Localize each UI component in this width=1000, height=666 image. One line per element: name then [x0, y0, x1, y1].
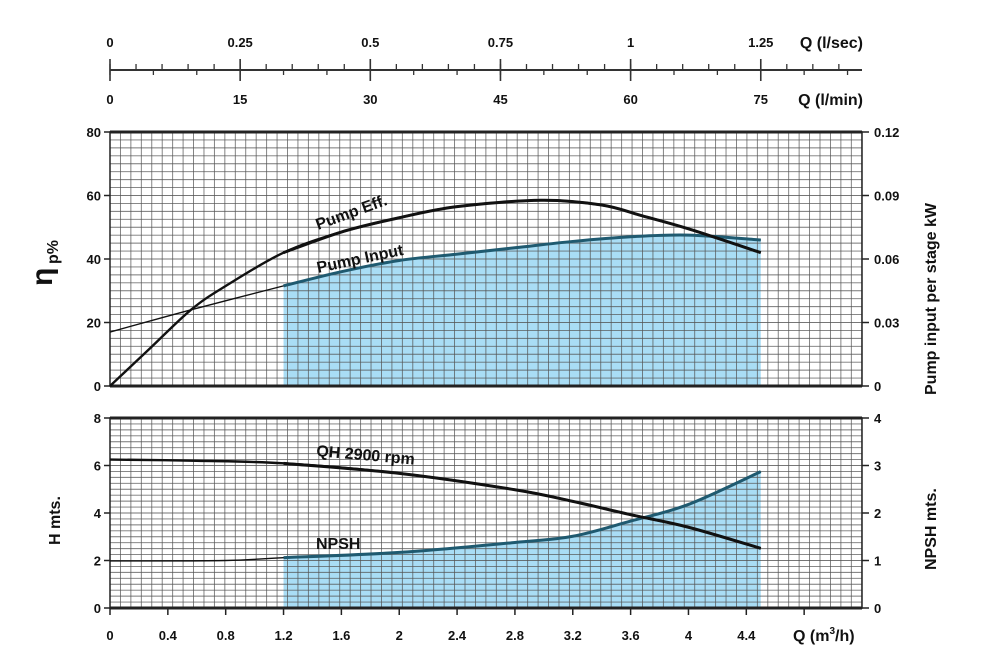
x-tick-label: 2.4 [448, 628, 467, 643]
qh-label: QH 2900 rpm [316, 443, 416, 469]
y-right-tick-label: 0 [874, 601, 881, 616]
x-tick-label: 0.8 [217, 628, 235, 643]
y-right-tick-label: 0.03 [874, 316, 899, 331]
y-left-tick-label: 8 [94, 411, 101, 426]
x-axis-title-part: Q (m [793, 628, 829, 645]
shaded-curve-highlight [283, 233, 761, 288]
x-tick-label: 0.4 [159, 628, 178, 643]
x-tick-label: 0 [106, 628, 113, 643]
y-left-title-efficiency: η p% [26, 240, 62, 286]
x-tick-label: 4 [685, 628, 693, 643]
y-left-tick-label: 4 [94, 506, 102, 521]
y-right-tick-label: 3 [874, 459, 881, 474]
x-tick-label: 1.6 [332, 628, 350, 643]
y-left-tick-label: 40 [87, 252, 101, 267]
y-right-tick-label: 0.12 [874, 125, 899, 140]
lmin-tick-label: 30 [363, 92, 377, 107]
shaded-curve-highlight [283, 470, 762, 560]
y-right-tick-label: 4 [874, 411, 882, 426]
y-left-tick-label: 80 [87, 125, 101, 140]
y-left-title-head: H mts. [47, 496, 64, 545]
y-left-tick-label: 60 [87, 189, 101, 204]
y-left-tick-label: 6 [94, 459, 101, 474]
lmin-tick-label: 75 [754, 92, 768, 107]
x-tick-label: 2.8 [506, 628, 524, 643]
y-right-tick-label: 2 [874, 506, 881, 521]
x-tick-label: 1.2 [274, 628, 292, 643]
lsec-tick-label: 0.5 [361, 35, 379, 50]
y-right-tick-label: 0 [874, 379, 881, 394]
y-left-tick-label: 0 [94, 601, 101, 616]
shaded-operating-range [283, 234, 761, 386]
lsec-axis-title: Q (l/sec) [800, 35, 863, 52]
y-right-title-power: Pump input per stage kW [923, 202, 940, 395]
lsec-tick-label: 0.25 [227, 35, 252, 50]
series-emphasis [283, 198, 762, 255]
y-left-tick-label: 2 [94, 554, 101, 569]
lmin-axis-title: Q (l/min) [798, 92, 863, 109]
lmin-tick-label: 15 [233, 92, 247, 107]
lsec-tick-label: 0 [106, 35, 113, 50]
lmin-tick-label: 60 [623, 92, 637, 107]
series-emphasis [283, 461, 762, 550]
x-tick-label: 3.6 [622, 628, 640, 643]
x-tick-label: 3.2 [564, 628, 582, 643]
y-left-tick-label: 20 [87, 316, 101, 331]
lmin-tick-label: 0 [106, 92, 113, 107]
y-right-title-npsh: NPSH mts. [923, 488, 940, 570]
y-left-tick-label: 0 [94, 379, 101, 394]
eta-subscript: p% [45, 240, 62, 264]
x-tick-label: 4.4 [737, 628, 756, 643]
lmin-tick-label: 45 [493, 92, 507, 107]
npsh-label: NPSH [316, 536, 360, 553]
head-npsh-panel: 0 2 4 6 8 0 1 2 3 4 QH 2900 rpm NPSH H mts. NPSH mts.… [47, 411, 940, 645]
y-right-tick-label: 0.06 [874, 252, 899, 267]
y-right-tick-label: 0.09 [874, 189, 899, 204]
x-axis-title: Q (m3/h) [793, 626, 855, 645]
lsec-tick-label: 1 [627, 35, 634, 50]
x-axis-title-part: /h) [835, 628, 855, 645]
shaded-operating-range [283, 471, 761, 608]
x-tick-label: 2 [396, 628, 403, 643]
eta-symbol: η [26, 268, 59, 286]
lsec-tick-label: 1.25 [748, 35, 773, 50]
x-axis-title-part: 3 [829, 626, 835, 637]
lsec-tick-label: 0.75 [488, 35, 513, 50]
y-right-tick-label: 1 [874, 554, 881, 569]
